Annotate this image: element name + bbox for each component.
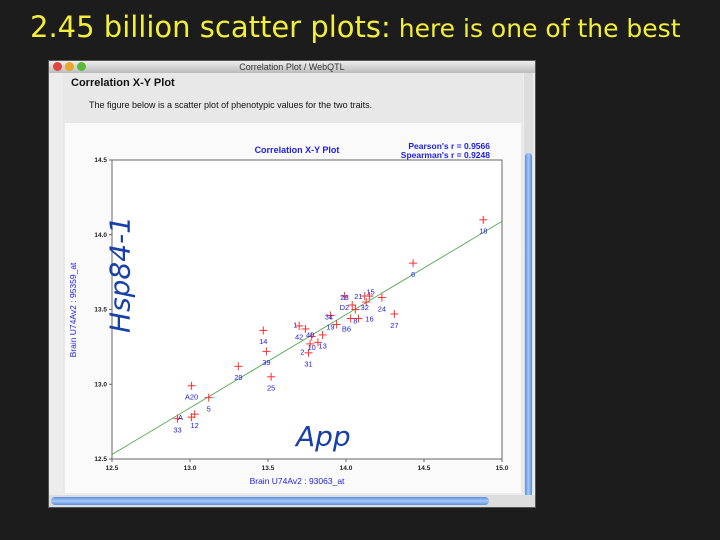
point-label: 42 (295, 333, 303, 342)
data-point (351, 305, 360, 314)
regression-line (111, 220, 503, 455)
point-label: 6 (411, 270, 415, 279)
point-label: 28 (340, 293, 348, 302)
data-point (409, 259, 418, 268)
slide-title-sub: here is one of the best (390, 14, 681, 43)
point-label: 25 (267, 384, 275, 393)
point-label: 8 (353, 316, 357, 325)
data-point (348, 301, 357, 310)
point-label: 31 (304, 360, 312, 369)
point-label: A20 (185, 393, 198, 402)
point-label: 5 (207, 405, 211, 414)
x-tick-label: 14.5 (418, 465, 431, 472)
data-point (187, 381, 196, 390)
close-button[interactable] (53, 62, 62, 71)
y-axis-label: Brain U74Av2 : 95359_at (68, 262, 78, 357)
pearson-r: Pearson's r = 0.9566 (408, 141, 490, 151)
point-label: 13 (318, 342, 326, 351)
data-point (365, 292, 374, 301)
minimize-button[interactable] (65, 62, 74, 71)
y-tick-label: 14.5 (94, 157, 107, 164)
data-point (262, 347, 271, 356)
horizontal-scrollbar[interactable] (49, 495, 535, 507)
data-point (377, 293, 386, 302)
annotation-y-gene: Hsp84-1 (103, 216, 137, 333)
data-point (390, 309, 399, 318)
point-label: 40 (306, 330, 314, 339)
data-point (295, 321, 304, 330)
data-point (301, 324, 310, 333)
data-point (332, 320, 341, 329)
point-label: 29 (234, 373, 242, 382)
point-label: 12 (191, 421, 199, 430)
horizontal-scroll-thumb[interactable] (51, 497, 489, 505)
page-heading: Correlation X-Y Plot (71, 77, 175, 89)
point-label: 39 (262, 358, 270, 367)
data-point (307, 332, 316, 341)
point-label: 24 (378, 304, 386, 313)
y-tick-label: 12.5 (94, 456, 107, 463)
point-label: 16 (365, 314, 373, 323)
x-tick-label: 15.0 (496, 465, 509, 472)
point-label: 10 (308, 343, 316, 352)
spearman-r: Spearman's r = 0.9248 (401, 150, 490, 160)
x-tick-label: 13.0 (184, 465, 197, 472)
data-point (362, 298, 371, 307)
data-point (267, 372, 276, 381)
data-point (259, 326, 268, 335)
data-point (479, 215, 488, 224)
point-label: B6 (342, 324, 351, 333)
x-tick-label: 14.0 (340, 465, 353, 472)
point-label: 14 (259, 337, 267, 346)
point-label: 15 (366, 288, 374, 297)
plot-frame (111, 159, 503, 460)
window-title: Correlation Plot / WebQTL (239, 62, 345, 72)
x-tick-label: 13.5 (262, 465, 275, 472)
point-label: 32 (361, 303, 369, 312)
slide-title-main: 2.45 billion scatter plots: (30, 10, 391, 44)
slide-title: 2.45 billion scatter plots: here is one … (30, 10, 681, 44)
point-label: 1 (293, 321, 297, 330)
data-point (304, 348, 313, 357)
point-label: 27 (390, 321, 398, 330)
chart-title: Correlation X-Y Plot (255, 145, 340, 155)
page-description: The figure below is a scatter plot of ph… (89, 100, 373, 110)
point-label: 18 (479, 227, 487, 236)
point-label: D2 (340, 303, 350, 312)
vertical-scrollbar[interactable] (524, 73, 533, 503)
x-tick-label: 12.5 (106, 465, 119, 472)
data-point (187, 413, 196, 422)
point-label: A (178, 413, 183, 422)
x-axis-label: Brain U74Av2 : 93063_at (250, 476, 345, 486)
data-point (318, 330, 327, 339)
data-point (326, 311, 335, 320)
y-tick-label: 13.5 (94, 307, 107, 314)
point-label: 21 (354, 292, 362, 301)
data-point (354, 314, 363, 323)
window-titlebar: Correlation Plot / WebQTL (49, 61, 535, 73)
point-label: 33 (173, 425, 181, 434)
data-point (340, 292, 349, 301)
annotation-x-gene: App (296, 420, 351, 453)
y-tick-label: 13.0 (94, 381, 107, 388)
vertical-scroll-thumb[interactable] (525, 153, 532, 503)
data-point (346, 314, 355, 323)
data-point (313, 338, 322, 347)
point-label: 2 (300, 347, 304, 356)
data-point (204, 393, 213, 402)
data-point (306, 339, 315, 348)
data-point (173, 414, 182, 423)
y-tick-label: 14.0 (94, 232, 107, 239)
point-label: 19 (326, 322, 334, 331)
zoom-button[interactable] (77, 62, 86, 71)
data-point (234, 362, 243, 371)
point-label: 34 (325, 312, 333, 321)
